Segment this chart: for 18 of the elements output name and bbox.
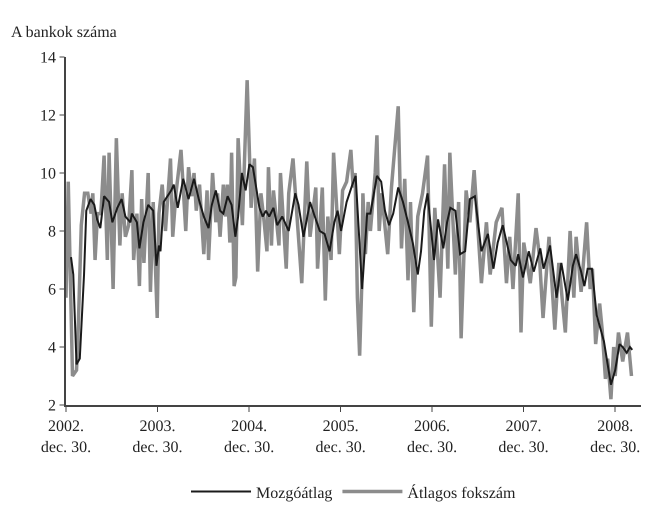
x-tick-label: 2007. dec. 30.	[498, 418, 549, 456]
y-tick-label: 14	[40, 50, 56, 67]
y-tick-label: 10	[40, 166, 56, 183]
x-tick-label: 2004. dec. 30.	[224, 418, 274, 456]
legend-label: Átlagos fokszám	[407, 484, 516, 502]
y-tick-label: 2	[48, 398, 56, 415]
y-tick-label: 12	[40, 108, 56, 125]
y-tick-label: 4	[48, 340, 56, 357]
legend-label: Mozgóátlag	[256, 484, 332, 502]
y-tick-label: 8	[48, 224, 56, 241]
x-tick-label: 2002. dec. 30.	[40, 418, 92, 456]
x-tick-label: 2006. dec. 30.	[406, 418, 458, 456]
x-tick-label: 2008. dec. 30.	[590, 418, 640, 456]
line-series	[70, 163, 634, 386]
x-tick-label: 2005. dec. 30.	[316, 418, 366, 456]
x-tick-label: 2003. dec. 30.	[132, 418, 183, 456]
y-tick-label: 6	[48, 282, 56, 299]
y-axis-title: A bankok száma	[11, 24, 117, 41]
